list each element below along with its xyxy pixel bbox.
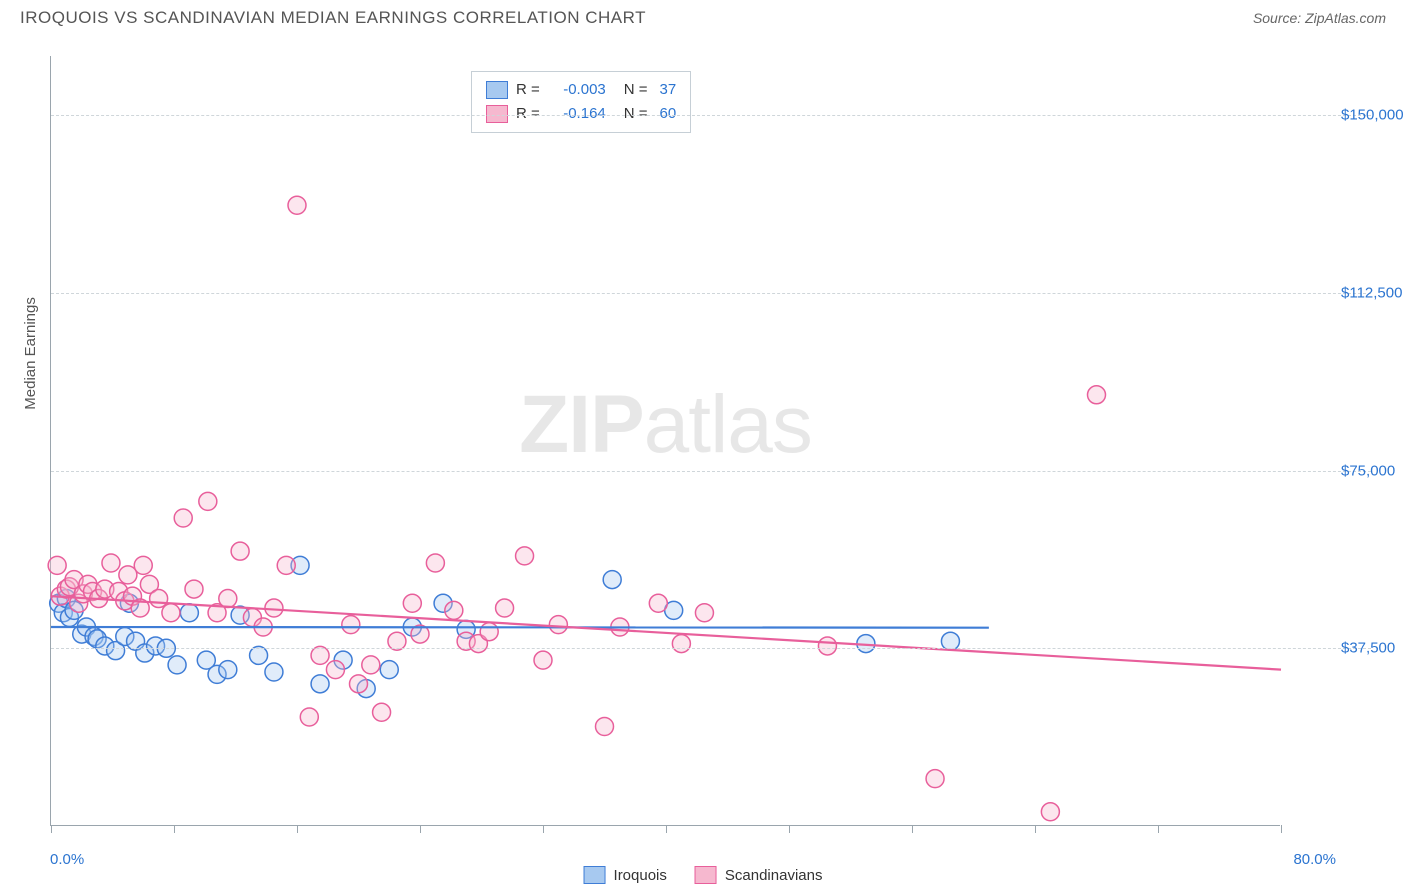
scatter-point — [180, 604, 198, 622]
grid-line — [51, 648, 1371, 649]
scatter-point — [516, 547, 534, 565]
trend-line — [51, 627, 989, 628]
scatter-point — [480, 623, 498, 641]
scatter-point — [1041, 803, 1059, 821]
scatter-point — [342, 616, 360, 634]
scatter-point — [380, 661, 398, 679]
y-tick-label: $37,500 — [1341, 640, 1395, 657]
scatter-point — [219, 661, 237, 679]
legend-item-scandinavians: Scandinavians — [695, 866, 823, 884]
x-tick — [666, 825, 667, 833]
plot-area: ZIPatlas R = -0.003 N = 37 R = -0.164 N … — [50, 56, 1280, 826]
scatter-point — [496, 599, 514, 617]
x-axis-min-label: 0.0% — [50, 851, 84, 868]
y-tick-label: $112,500 — [1341, 284, 1402, 301]
grid-line — [51, 293, 1371, 294]
scatter-point — [48, 556, 66, 574]
scatter-point — [596, 717, 614, 735]
scatter-point — [231, 542, 249, 560]
x-tick — [174, 825, 175, 833]
chart-title: IROQUOIS VS SCANDINAVIAN MEDIAN EARNINGS… — [20, 8, 646, 28]
scatter-point — [1088, 386, 1106, 404]
x-axis-max-label: 80.0% — [1293, 851, 1336, 868]
chart-container: Median Earnings ZIPatlas R = -0.003 N = … — [0, 36, 1406, 888]
scatter-point — [603, 571, 621, 589]
y-tick-label: $150,000 — [1341, 107, 1404, 124]
scatter-point — [150, 590, 168, 608]
scatter-point — [362, 656, 380, 674]
scatter-point — [445, 601, 463, 619]
legend-label-iroquois: Iroquois — [614, 867, 667, 884]
swatch-iroquois — [584, 866, 606, 884]
x-tick — [1158, 825, 1159, 833]
scatter-point — [168, 656, 186, 674]
x-tick — [420, 825, 421, 833]
scatter-point — [185, 580, 203, 598]
scatter-point — [818, 637, 836, 655]
legend-series: Iroquois Scandinavians — [584, 866, 823, 884]
y-axis-label: Median Earnings — [22, 297, 39, 410]
scatter-point — [277, 556, 295, 574]
scatter-point — [426, 554, 444, 572]
scatter-plot-svg — [51, 56, 1281, 826]
scatter-point — [219, 590, 237, 608]
scatter-point — [265, 663, 283, 681]
scatter-point — [672, 635, 690, 653]
x-tick — [912, 825, 913, 833]
scatter-point — [174, 509, 192, 527]
scatter-point — [300, 708, 318, 726]
grid-line — [51, 471, 1371, 472]
scatter-point — [350, 675, 368, 693]
scatter-point — [162, 604, 180, 622]
y-tick-label: $75,000 — [1341, 462, 1395, 479]
scatter-point — [649, 594, 667, 612]
x-tick — [51, 825, 52, 833]
grid-line — [51, 115, 1371, 116]
scatter-point — [199, 492, 217, 510]
x-tick — [543, 825, 544, 833]
scatter-point — [326, 661, 344, 679]
scatter-point — [311, 675, 329, 693]
scatter-point — [534, 651, 552, 669]
scatter-point — [926, 770, 944, 788]
x-tick — [1281, 825, 1282, 833]
x-tick — [789, 825, 790, 833]
scatter-point — [373, 703, 391, 721]
scatter-point — [102, 554, 120, 572]
scatter-point — [288, 196, 306, 214]
swatch-scandinavians — [695, 866, 717, 884]
scatter-point — [549, 616, 567, 634]
chart-header: IROQUOIS VS SCANDINAVIAN MEDIAN EARNINGS… — [0, 0, 1406, 36]
x-tick — [1035, 825, 1036, 833]
scatter-point — [695, 604, 713, 622]
legend-label-scandinavians: Scandinavians — [725, 867, 823, 884]
x-tick — [297, 825, 298, 833]
scatter-point — [403, 594, 421, 612]
legend-item-iroquois: Iroquois — [584, 866, 667, 884]
chart-source: Source: ZipAtlas.com — [1253, 10, 1386, 26]
scatter-point — [119, 566, 137, 584]
